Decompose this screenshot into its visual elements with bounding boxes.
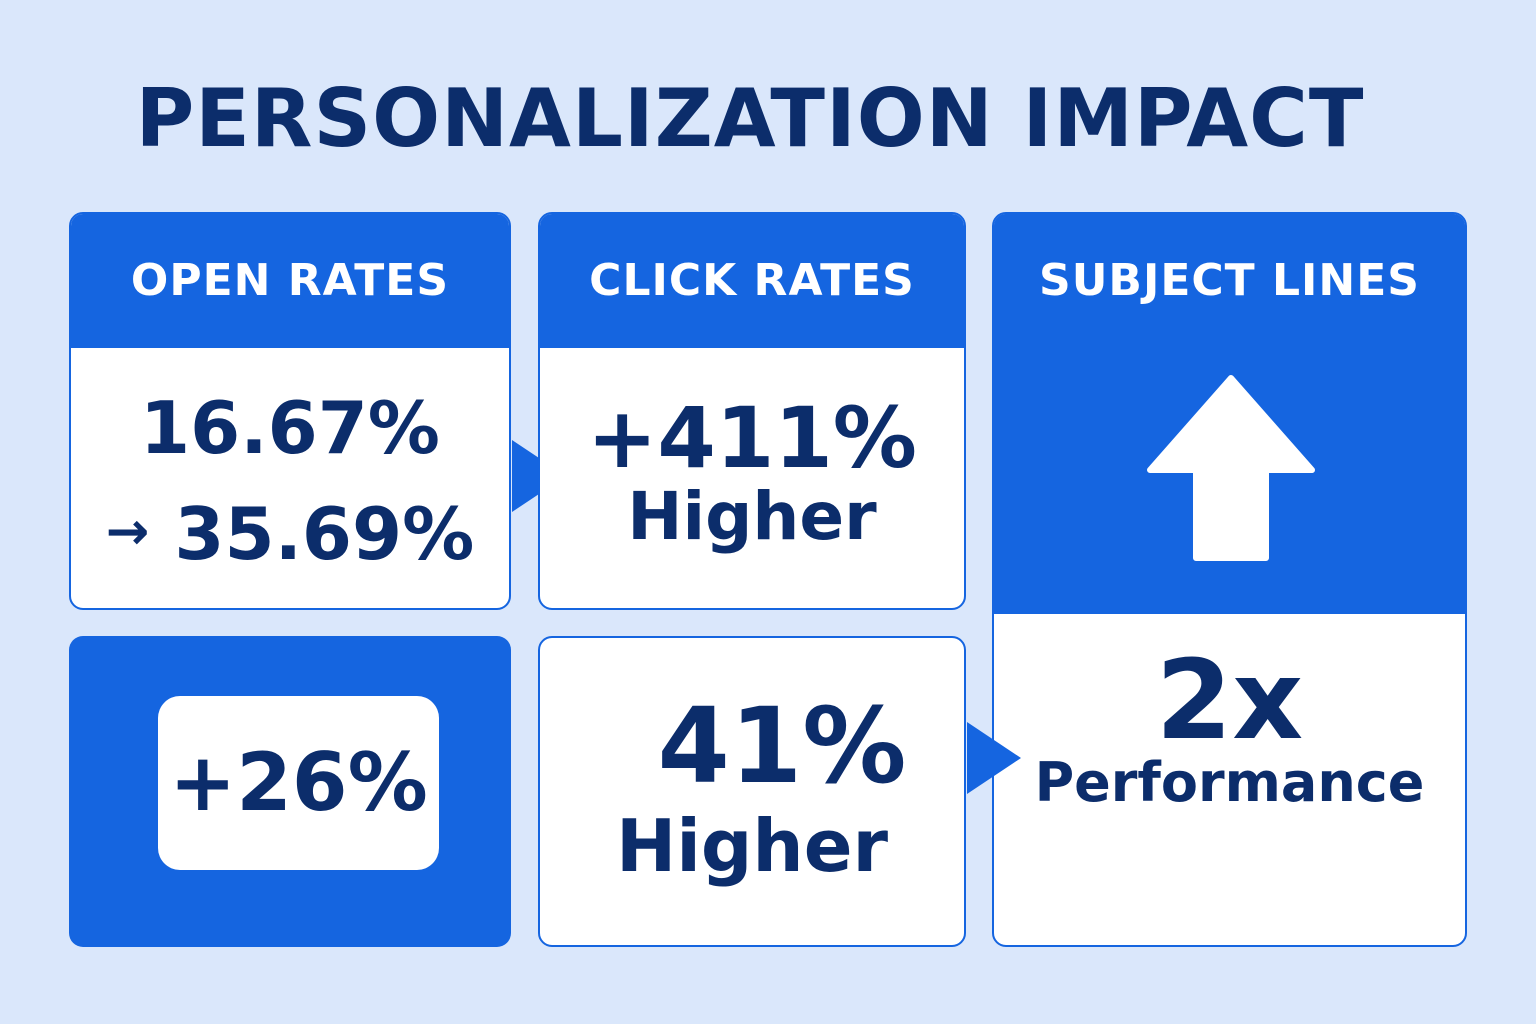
subject-lines-card: SUBJECT LINES 2x Performance: [992, 212, 1467, 947]
up-arrow-icon: [1147, 375, 1315, 561]
click-rates-card: CLICK RATES +411% Higher: [538, 212, 966, 610]
click-rates-caption: Higher: [627, 478, 877, 555]
subject-lines-value: 2x: [1155, 636, 1304, 764]
open-rates-header: OPEN RATES: [71, 214, 509, 348]
subject-lines-top: SUBJECT LINES: [994, 214, 1465, 614]
open-rates-after-value: 35.69%: [174, 492, 475, 576]
arrow-right-icon: →: [105, 502, 150, 562]
open-rates-before-value: 16.67%: [140, 386, 440, 470]
page-title: PERSONALIZATION IMPACT: [135, 72, 1365, 165]
forty-one-value: 41%: [657, 685, 907, 807]
lift-panel: +26%: [69, 636, 511, 947]
subject-lines-header: SUBJECT LINES: [994, 214, 1465, 348]
connector-arrow-icon: [967, 722, 1021, 794]
lift-badge-value: +26%: [158, 696, 439, 870]
click-rates-header: CLICK RATES: [540, 214, 964, 348]
click-rates-value: +411%: [587, 389, 917, 487]
forty-one-caption: Higher: [615, 804, 889, 888]
open-rates-card: OPEN RATES 16.67% → 35.69%: [69, 212, 511, 610]
open-rates-after-row: → 35.69%: [71, 492, 509, 574]
forty-one-card: 41% Higher: [538, 636, 966, 947]
subject-lines-caption: Performance: [1034, 751, 1425, 814]
